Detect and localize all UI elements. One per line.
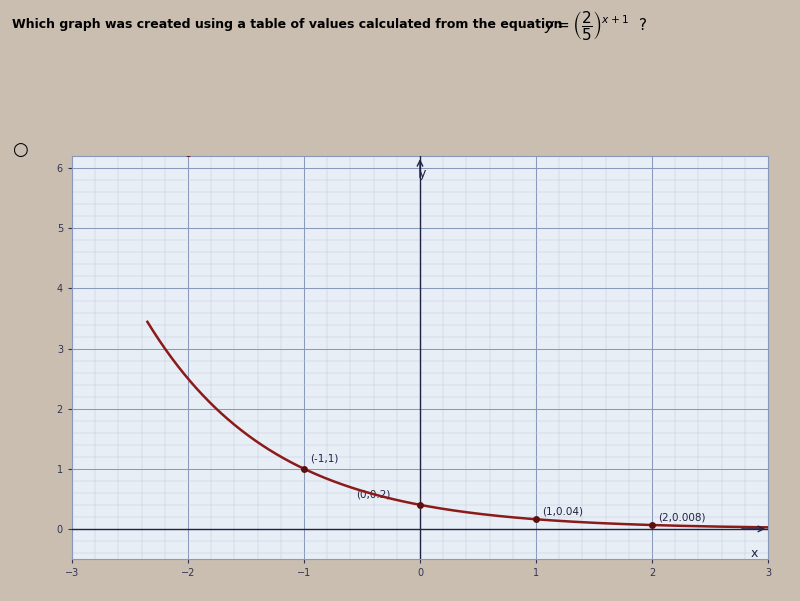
Text: $y = \left(\dfrac{2}{5}\right)^{x+1}$  ?: $y = \left(\dfrac{2}{5}\right)^{x+1}$ ?	[544, 9, 647, 42]
Point	[298, 464, 310, 474]
Point	[530, 514, 542, 524]
Point	[646, 520, 658, 530]
Text: (1,0.04): (1,0.04)	[542, 507, 582, 516]
Point	[182, 148, 194, 158]
Text: (2,0.008): (2,0.008)	[658, 512, 706, 522]
Point	[414, 500, 426, 510]
Text: (0,0.2): (0,0.2)	[356, 490, 390, 499]
Text: (-1,1): (-1,1)	[310, 454, 338, 463]
Text: ○: ○	[12, 141, 28, 159]
Text: (-2,5): (-2,5)	[0, 600, 1, 601]
Text: x: x	[750, 547, 758, 560]
Text: y: y	[418, 168, 426, 180]
Text: Which graph was created using a table of values calculated from the equation: Which graph was created using a table of…	[12, 18, 567, 31]
